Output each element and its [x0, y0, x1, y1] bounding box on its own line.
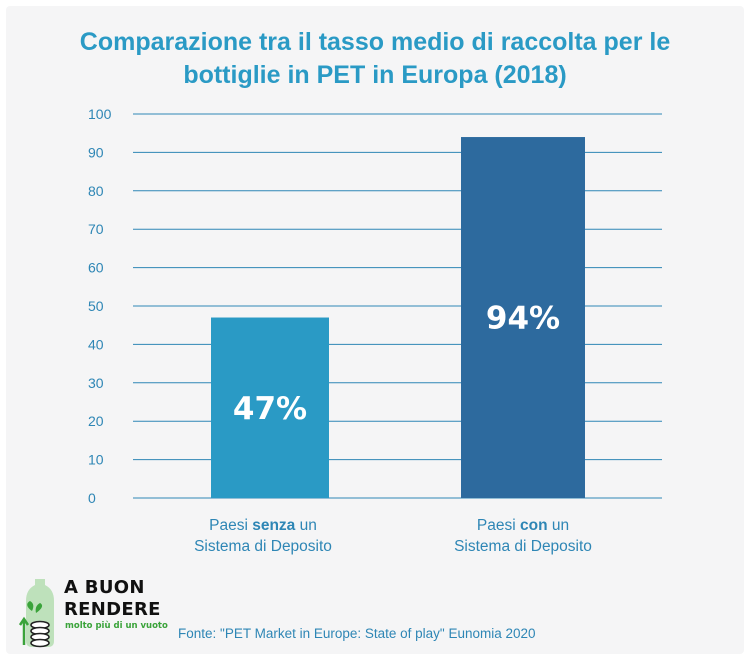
bar-con: [461, 137, 585, 499]
category-label-con-pre: Paesi: [476, 517, 520, 534]
category-label-con-bold: con: [519, 517, 548, 534]
category-label-senza-bold: senza: [252, 517, 296, 534]
category-label-senza-post: un: [295, 517, 317, 534]
y-tick-label: 0: [88, 490, 96, 506]
source-note: Fonte: "PET Market in Europe: State of p…: [178, 626, 536, 641]
y-tick-label: 10: [88, 452, 104, 468]
category-label-senza: Paesi senza un Sistema di Deposito: [153, 515, 373, 557]
y-tick-label: 40: [88, 336, 104, 352]
chart-card: Comparazione tra il tasso medio di racco…: [6, 6, 744, 654]
logo-tagline: molto più di un vuoto: [65, 621, 168, 631]
bottle-coins-logo-icon: [18, 579, 54, 648]
y-tick-label: 50: [88, 298, 104, 314]
chart-title-line-2: bottiglie in PET in Europa (2018): [183, 61, 567, 89]
bar-data-label: 47%: [233, 391, 307, 427]
y-tick-label: 90: [88, 144, 104, 160]
y-tick-label: 20: [88, 413, 104, 429]
y-tick-label: 80: [88, 183, 104, 199]
category-label-con: Paesi con un Sistema di Deposito: [413, 515, 633, 557]
y-tick-label: 100: [88, 106, 112, 122]
category-label-con-line2: Sistema di Deposito: [454, 538, 592, 555]
bar-data-label: 94%: [486, 301, 560, 337]
chart-title: Comparazione tra il tasso medio di racco…: [6, 26, 744, 92]
y-tick-label: 60: [88, 260, 104, 276]
chart-title-line-1: Comparazione tra il tasso medio di racco…: [79, 28, 671, 56]
category-label-senza-pre: Paesi: [209, 517, 253, 534]
bar-senza: [211, 317, 329, 498]
category-label-con-post: un: [547, 517, 570, 534]
logo-name: A BUON RENDERE: [64, 577, 161, 621]
y-tick-label: 30: [88, 375, 104, 391]
bar-chart: 0 10 20 30 40 50 60 70 80 90 100 47% 94%: [88, 106, 662, 506]
logo-name-line-2: RENDERE: [64, 599, 161, 620]
y-tick-label: 70: [88, 221, 104, 237]
category-label-senza-line2: Sistema di Deposito: [194, 538, 332, 555]
logo: A BUON RENDERE molto più di un vuoto: [18, 573, 188, 653]
logo-name-line-1: A BUON: [64, 577, 145, 598]
